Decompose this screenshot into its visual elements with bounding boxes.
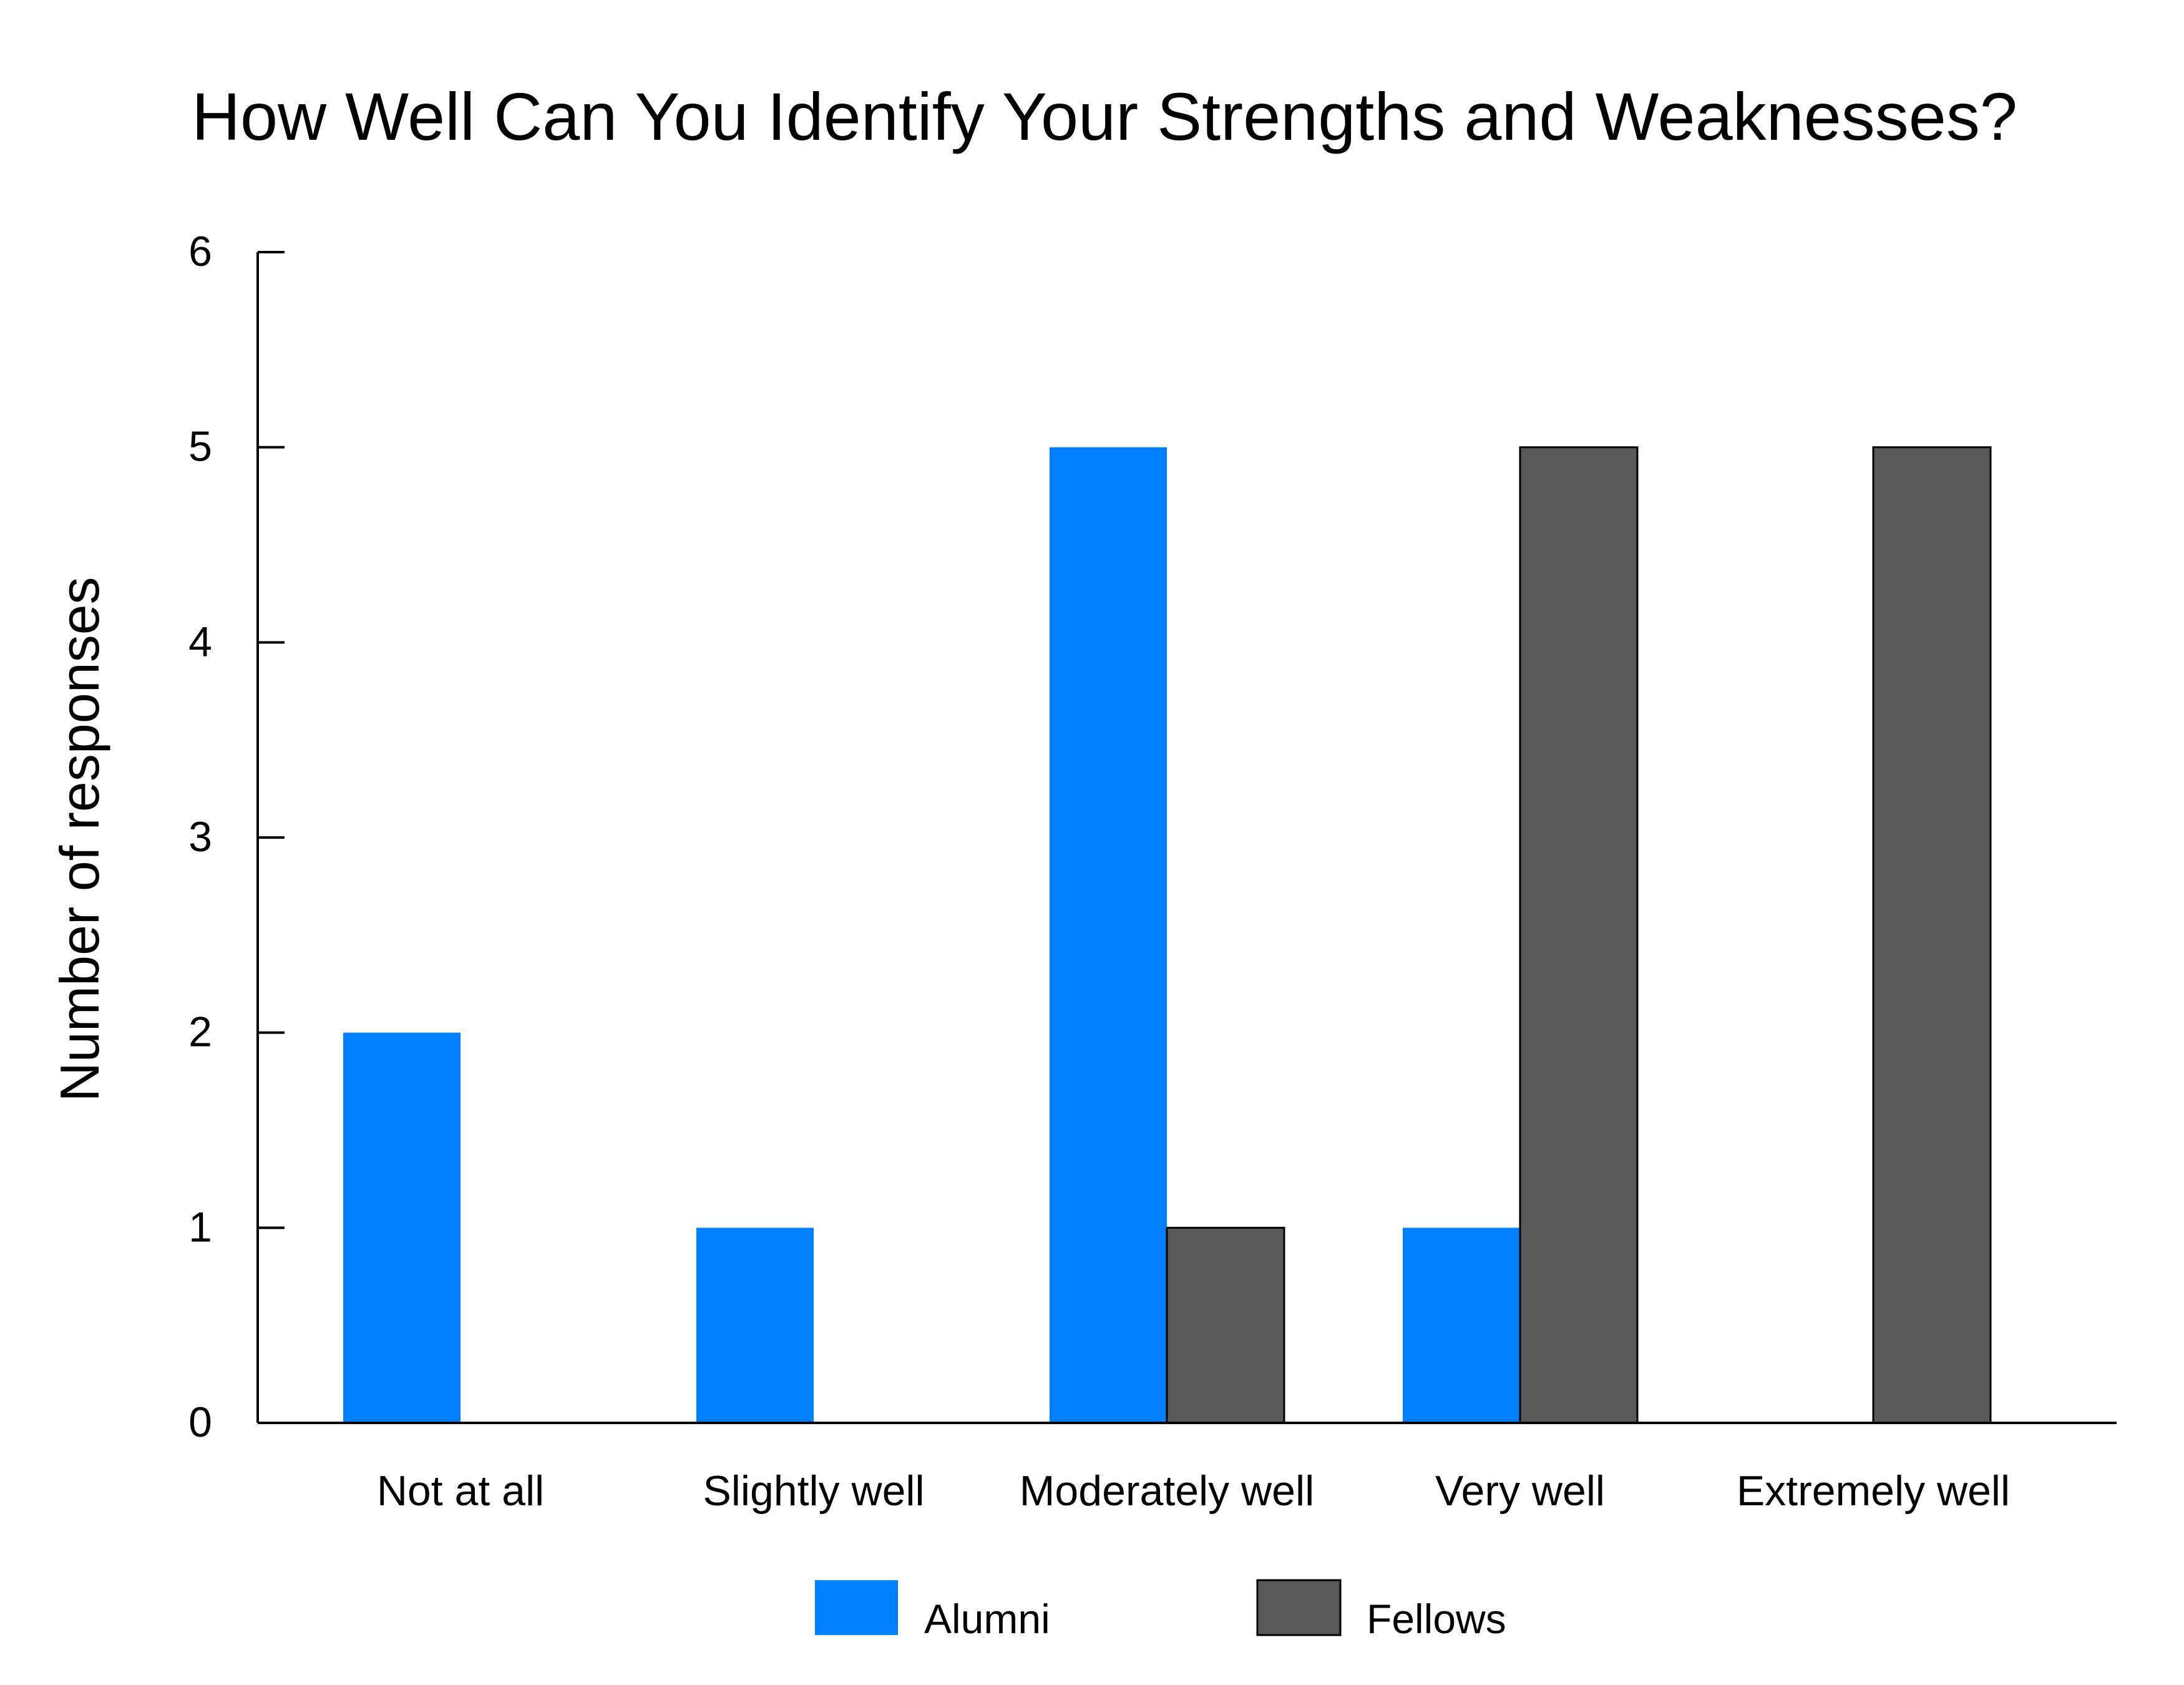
bar-alumni-3 (1403, 1228, 1520, 1423)
y-tick-label: 2 (188, 1009, 212, 1056)
bar-alumni-2 (1050, 447, 1167, 1423)
legend-label-fellows: Fellows (1367, 1596, 1506, 1642)
x-tick-label: Moderately well (1020, 1467, 1314, 1515)
x-tick-label: Slightly well (703, 1467, 924, 1515)
chart-title: How Well Can You Identify Your Strengths… (192, 79, 2017, 154)
y-tick-label: 0 (188, 1399, 212, 1446)
bar-fellows-4 (1872, 446, 1992, 1424)
x-tick-label: Very well (1435, 1467, 1605, 1515)
ticks-layer: 0 1 2 3 4 5 6 (188, 228, 285, 1446)
x-tick-label: Not at all (377, 1467, 544, 1515)
bar-alumni-1 (696, 1228, 814, 1423)
y-tick-label: 1 (188, 1203, 212, 1251)
legend: Alumni Fellows (815, 1579, 1506, 1642)
legend-label-alumni: Alumni (924, 1596, 1050, 1642)
bar-fellows-2 (1166, 1226, 1285, 1424)
y-axis-label: Number of responses (49, 577, 110, 1101)
bars-layer (343, 446, 1992, 1424)
x-tick-labels: Not at all Slightly well Moderately well Ve… (377, 1467, 2010, 1515)
y-tick-label: 5 (188, 423, 212, 471)
legend-swatch-fellows (1256, 1579, 1342, 1636)
y-tick-label: 6 (188, 228, 212, 275)
bar-fellows-3 (1519, 446, 1639, 1424)
bar-alumni-0 (343, 1032, 461, 1423)
legend-swatch-alumni (815, 1580, 898, 1635)
y-tick-label: 4 (188, 618, 212, 665)
y-tick-label: 3 (188, 813, 212, 861)
x-tick-label: Extremely well (1737, 1467, 2010, 1515)
